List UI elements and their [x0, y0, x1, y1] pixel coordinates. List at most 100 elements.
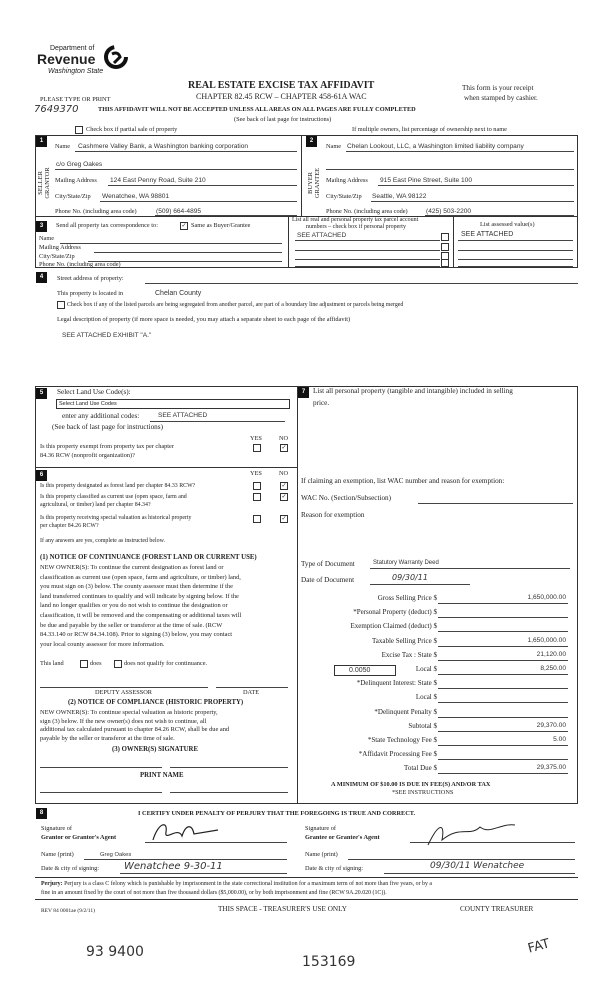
personal-property-checkbox-1[interactable] [441, 233, 449, 241]
instructions-note: (See back of last page for instructions) [234, 116, 332, 123]
see-instructions-note: *SEE INSTRUCTIONS [392, 789, 454, 796]
tax-line-value[interactable]: 1,650,000.00 [527, 594, 566, 601]
s5-no-header: NO [279, 435, 289, 442]
additional-codes-field[interactable]: SEE ATTACHED [158, 412, 208, 419]
assessor-date-line[interactable] [216, 687, 288, 688]
corr-city-field[interactable] [88, 261, 282, 262]
tax-line-value[interactable]: 29,370.00 [536, 721, 566, 729]
legal-description-label: Legal description of property (if more s… [57, 316, 351, 323]
grantee-sig-label-2: Grantee or Grantee's Agent [305, 834, 380, 841]
parcel-number-1[interactable]: SEE ATTACHED [297, 232, 347, 239]
land-use-dropdown[interactable]: Select Land Use Codes [56, 399, 290, 409]
seller-city-field[interactable]: Wenatchee, WA 98801 [102, 193, 170, 200]
perjury-label: Perjury: [41, 881, 63, 887]
partial-sale-checkbox[interactable] [75, 126, 83, 134]
exempt-no-checkbox[interactable]: ✓ [280, 444, 288, 452]
grantee-date-city-field[interactable]: 09/30/11 Wenatchee [430, 861, 525, 871]
does-not-qualify-checkbox[interactable] [114, 660, 122, 668]
tax-line-field[interactable] [438, 603, 568, 604]
tax-line-field[interactable] [438, 617, 568, 619]
owner-signature-line-2[interactable] [170, 767, 288, 768]
seller-address-field[interactable]: 124 East Penny Road, Suite 210 [110, 177, 206, 184]
sections-5-7-box [35, 386, 578, 804]
personal-property-label-1: List all personal property (tangible and… [313, 387, 513, 395]
corr-address-label: Mailing Address [39, 244, 81, 251]
partial-sale-label: Check box if partial sale of property [86, 126, 178, 133]
tax-line-field[interactable] [438, 659, 568, 661]
personal-property-checkbox-4[interactable] [441, 259, 449, 267]
assessed-value-1[interactable]: SEE ATTACHED [461, 231, 514, 238]
seller-phone-field[interactable]: (509) 664-4895 [156, 208, 202, 215]
exempt-yes-checkbox[interactable] [253, 444, 261, 452]
local-rate-box[interactable]: 0.0050 [334, 665, 396, 676]
forest-yes-checkbox[interactable] [253, 482, 261, 490]
grantee-signature-field[interactable] [410, 842, 575, 843]
notice-continuance-line: you must sign on (3) below. The county a… [40, 583, 233, 591]
buyer-phone-label: Phone No. (including area code) [326, 208, 408, 215]
print-name-line-2[interactable] [170, 792, 288, 793]
located-label: This property is located in [57, 290, 124, 297]
grantee-sig-label-1: Signature of [305, 825, 336, 832]
corr-address-field[interactable] [94, 252, 282, 253]
buyer-name-field[interactable]: Chelan Lookout, LLC, a Washington limite… [347, 143, 524, 150]
historic-no-checkbox[interactable]: ✓ [280, 515, 288, 523]
county-treasurer-label: COUNTY TREASURER [460, 905, 534, 913]
grantee-name-field[interactable] [348, 859, 575, 860]
deputy-assessor-line[interactable] [40, 687, 208, 688]
tax-line-value[interactable]: 5.00 [553, 736, 566, 743]
does-label: does [90, 660, 102, 667]
same-as-buyer-label: Same as Buyer/Grantee [191, 222, 251, 229]
legal-description-field[interactable]: SEE ATTACHED EXHIBIT "A." [62, 332, 152, 339]
tax-line-field[interactable] [438, 716, 568, 718]
seller-name-line2[interactable]: c/o Greg Oakes [56, 161, 103, 168]
tax-line-field[interactable] [438, 674, 568, 675]
grantor-name-field[interactable]: Greg Oakes [100, 852, 132, 858]
tax-line-value[interactable]: 8,250.00 [540, 665, 566, 672]
tax-line-field[interactable] [438, 745, 568, 746]
current-use-no-checkbox[interactable]: ✓ [280, 493, 288, 501]
corr-name-field[interactable] [60, 243, 282, 244]
this-land-label: This land [40, 660, 64, 667]
tax-line-field[interactable] [438, 759, 568, 761]
print-name-line-1[interactable] [40, 792, 162, 793]
seller-phone-label: Phone No. (including area code) [55, 208, 137, 215]
tax-line-value[interactable]: 1,650,000.00 [527, 636, 566, 644]
historic-question-2: per chapter 84.26 RCW? [40, 523, 99, 529]
deputy-assessor-label: DEPUTY ASSESSOR [95, 689, 152, 696]
grantor-date-city-field[interactable]: Wenatchee 9-30-11 [124, 861, 223, 872]
doc-type-field[interactable]: Statutory Warranty Deed [373, 560, 439, 566]
tax-line-field[interactable] [438, 645, 568, 647]
wac-field[interactable] [418, 503, 573, 504]
buyer-address-field[interactable]: 915 East Pine Street, Suite 100 [380, 177, 473, 184]
parties-divider [301, 135, 302, 217]
tax-line-label: Exemption Claimed (deduct) $ [350, 622, 437, 631]
form-revision: REV 84 0001ae (9/2/11) [41, 908, 95, 914]
current-use-yes-checkbox[interactable] [253, 493, 261, 501]
forest-no-checkbox[interactable]: ✓ [280, 482, 288, 490]
street-address-field[interactable] [145, 283, 578, 284]
buyer-city-field[interactable]: Seattle, WA 98122 [372, 193, 427, 200]
historic-question-1: Is this property receiving special valua… [40, 515, 192, 521]
seller-name-field[interactable]: Cashmere Valley Bank, a Washington banki… [78, 143, 249, 150]
does-qualify-checkbox[interactable] [80, 660, 88, 668]
grantor-signature-field[interactable] [145, 842, 287, 843]
buyer-phone-field[interactable]: (425) 503-2200 [426, 208, 472, 215]
tax-line-field[interactable] [438, 688, 568, 690]
personal-property-checkbox-2[interactable] [441, 243, 449, 251]
handwritten-note-1: 93 9400 [86, 944, 144, 960]
form-title: REAL ESTATE EXCISE TAX AFFIDAVIT [188, 80, 375, 91]
buyer-grantee-label: BUYER GRANTEE [307, 167, 321, 199]
tax-line-field[interactable] [438, 773, 568, 775]
county-field[interactable]: Chelan County [155, 290, 202, 297]
segregated-checkbox[interactable] [57, 301, 65, 309]
tax-line-value[interactable]: 29,375.00 [536, 764, 566, 772]
tax-line-field[interactable] [438, 631, 568, 633]
tax-line-field[interactable] [438, 730, 568, 732]
historic-yes-checkbox[interactable] [253, 515, 261, 523]
tax-line-field[interactable] [438, 702, 568, 704]
same-as-buyer-checkbox[interactable]: ✓ [180, 222, 188, 230]
owner-signature-line-1[interactable] [40, 767, 162, 768]
doc-date-field[interactable]: 09/30/11 [392, 573, 428, 582]
assessed-header: List assessed value(s) [480, 221, 535, 228]
tax-line-value[interactable]: 21,120.00 [536, 650, 566, 658]
